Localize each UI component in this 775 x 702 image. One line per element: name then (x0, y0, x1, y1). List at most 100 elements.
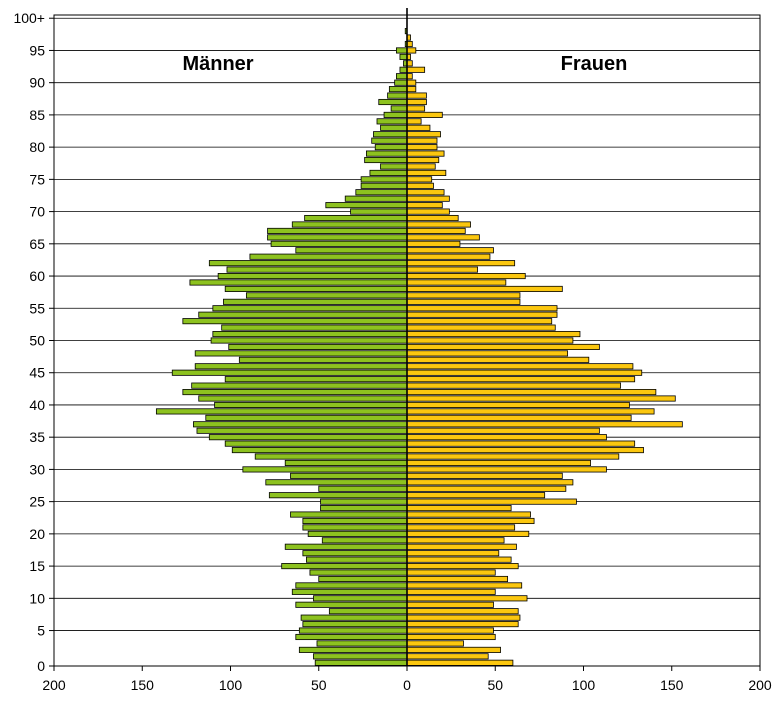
bar-frauen-age-12 (406, 582, 523, 589)
bar-frauen-age-47 (406, 356, 590, 363)
bar-frauen-age-51 (406, 331, 581, 338)
bar-frauen-age-84 (406, 118, 422, 125)
bar-frauen-age-19 (406, 537, 505, 544)
bar-maenner-age-63 (249, 253, 408, 260)
bar-maenner-age-72 (344, 195, 408, 202)
bar-frauen-age-41 (406, 395, 676, 402)
bar-frauen-age-39 (406, 408, 655, 415)
x-tick-label: 0 (403, 677, 411, 693)
bar-maenner-age-29 (290, 472, 408, 479)
bar-maenner-age-12 (295, 582, 408, 589)
bar-maenner-age-73 (355, 189, 408, 196)
bar-frauen-age-86 (406, 105, 426, 112)
bar-frauen-age-66 (406, 234, 480, 241)
bar-frauen-age-82 (406, 131, 441, 138)
bar-maenner-age-86 (390, 105, 408, 112)
bar-frauen-age-15 (406, 563, 519, 570)
bar-maenner-age-55 (212, 305, 408, 312)
bar-maenner-age-43 (191, 382, 408, 389)
bar-frauen-age-5 (406, 627, 494, 634)
bar-frauen-age-24 (406, 505, 512, 512)
bar-frauen-age-76 (406, 169, 447, 176)
x-tick-label: 100 (219, 677, 243, 693)
bar-frauen-age-89 (406, 86, 417, 93)
x-axis-ticks: 200 150 100 50 0 50 100 150 200 (42, 666, 772, 693)
bar-maenner-age-53 (182, 318, 408, 325)
bar-maenner-age-54 (198, 311, 408, 318)
y-tick-label: 65 (29, 236, 45, 252)
bar-frauen-age-36 (406, 427, 600, 434)
bar-frauen-age-58 (406, 285, 563, 292)
bar-frauen-age-69 (406, 214, 459, 222)
y-tick-label: 30 (29, 461, 45, 477)
bar-frauen-age-95 (406, 47, 417, 54)
y-tick-label: 70 (29, 204, 45, 220)
bar-maenner-age-65 (270, 240, 408, 247)
bar-maenner-age-31 (284, 459, 408, 467)
bar-maenner-age-0 (314, 659, 408, 666)
bar-frauen-age-54 (406, 311, 558, 318)
bar-maenner-age-59 (189, 279, 408, 286)
x-tick-label: 50 (311, 677, 327, 693)
bar-maenner-age-28 (265, 479, 408, 486)
bar-maenner-age-95 (396, 47, 408, 54)
bar-frauen-age-10 (406, 595, 528, 602)
bar-maenner-age-85 (383, 111, 408, 118)
bar-maenner-age-10 (313, 595, 408, 602)
bar-maenner-age-82 (373, 131, 408, 138)
bar-maenner-age-20 (307, 530, 408, 537)
bar-maenner-age-49 (228, 343, 408, 350)
bar-frauen-age-56 (406, 298, 521, 305)
bar-frauen-age-35 (406, 434, 607, 441)
bar-maenner-age-23 (290, 511, 408, 518)
bar-maenner-age-22 (302, 517, 408, 525)
y-tick-label: 90 (29, 75, 45, 91)
bar-maenner-age-60 (217, 273, 408, 280)
y-tick-label: 40 (29, 397, 45, 413)
bar-maenner-age-3 (316, 640, 408, 647)
x-tick-label: 200 (42, 677, 66, 693)
bar-maenner-age-62 (208, 260, 408, 267)
bar-maenner-age-47 (238, 356, 408, 363)
bar-frauen-age-33 (406, 447, 644, 454)
bar-frauen-age-38 (406, 414, 632, 421)
y-tick-label: 45 (29, 365, 45, 381)
bar-maenner-age-69 (304, 214, 408, 222)
x-tick-label: 200 (748, 677, 772, 693)
bar-maenner-age-8 (328, 608, 408, 615)
y-tick-label: 15 (29, 558, 45, 574)
bar-maenner-age-36 (196, 427, 408, 434)
bar-maenner-age-48 (194, 350, 408, 357)
bar-frauen-age-37 (406, 421, 683, 428)
bar-maenner-age-24 (320, 505, 408, 512)
bar-frauen-age-25 (406, 498, 577, 505)
bar-maenner-age-58 (224, 285, 408, 292)
bar-maenner-age-33 (231, 447, 408, 454)
bar-frauen-age-60 (406, 273, 526, 280)
bar-frauen-age-73 (406, 189, 445, 196)
bar-maenner-age-15 (281, 563, 408, 570)
bar-maenner-age-90 (394, 79, 408, 86)
bar-maenner-age-5 (298, 627, 408, 634)
bar-maenner-age-83 (380, 124, 408, 131)
bar-maenner-age-13 (318, 575, 408, 583)
bar-frauen-age-3 (406, 640, 464, 647)
bar-frauen-age-87 (406, 98, 427, 106)
bar-maenner-age-77 (380, 163, 408, 170)
bar-maenner-age-41 (198, 395, 408, 402)
y-tick-label: 25 (29, 494, 45, 510)
bar-frauen-age-16 (406, 556, 512, 563)
bar-frauen-age-78 (406, 156, 440, 164)
bar-frauen-age-1 (406, 653, 489, 660)
bar-maenner-age-52 (221, 324, 408, 331)
bar-maenner-age-78 (364, 156, 408, 164)
bar-maenner-age-16 (305, 556, 408, 563)
bar-maenner-age-94 (399, 53, 408, 60)
bar-maenner-age-9 (295, 601, 408, 608)
y-tick-label: 55 (29, 300, 45, 316)
bar-maenner-age-11 (291, 588, 408, 595)
bar-frauen-age-28 (406, 479, 574, 486)
bar-maenner-age-50 (210, 337, 408, 344)
bar-frauen-age-14 (406, 569, 496, 576)
bar-maenner-age-45 (171, 369, 408, 376)
